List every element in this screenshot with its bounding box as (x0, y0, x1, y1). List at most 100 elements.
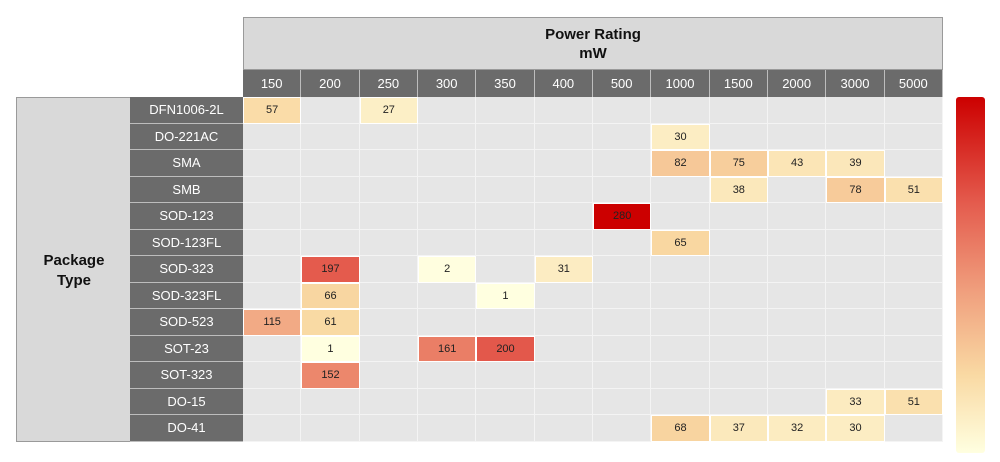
heatmap-cell: 75 (709, 150, 768, 177)
grid-cell (709, 388, 768, 416)
heatmap-cell: 30 (826, 415, 885, 442)
column-header: 1000 (651, 70, 710, 97)
grid-cell (593, 309, 652, 336)
grid-cell (534, 203, 593, 230)
grid-cell (243, 388, 302, 416)
grid-cell (651, 388, 710, 416)
grid-cell (243, 282, 302, 310)
heatmap-cell: 38 (709, 176, 768, 204)
heatmap-grid: 57 27 30 82 75 43 39 38 78 51 280 65 197 2 31 66 1 115 61 1… (243, 97, 943, 442)
grid-cell (884, 229, 943, 257)
grid-cell (768, 335, 827, 363)
grid-cell (884, 282, 943, 310)
grid-cell (826, 97, 885, 124)
grid-cell (243, 415, 302, 442)
grid-cell (593, 362, 652, 389)
grid-cell (243, 203, 302, 230)
heatmap-cell: 61 (301, 309, 360, 336)
grid-cell (826, 123, 885, 151)
grid-cell (534, 415, 593, 442)
grid-cell (534, 176, 593, 204)
grid-cell (534, 309, 593, 336)
column-header-group: Power Rating mW (243, 17, 943, 70)
grid-cell (243, 256, 302, 283)
grid-cell (826, 335, 885, 363)
heatmap-cell: 31 (534, 256, 593, 283)
heatmap-cell: 115 (243, 309, 302, 336)
row-header: SOD-323 (130, 256, 243, 283)
row-header: SOT-323 (130, 362, 243, 389)
row-header: SMB (130, 176, 243, 204)
grid-cell (418, 309, 477, 336)
grid-cell (418, 362, 477, 389)
grid-cell (768, 229, 827, 257)
grid-cell (768, 123, 827, 151)
row-axis-title: Package Type (17, 251, 131, 291)
grid-cell (359, 256, 418, 283)
heatmap-cell: 68 (651, 415, 710, 442)
grid-cell (884, 415, 943, 442)
heatmap-cell: 66 (301, 282, 360, 310)
row-header: SOD-523 (130, 309, 243, 336)
heatmap-cell: 197 (301, 256, 360, 283)
grid-cell (593, 282, 652, 310)
grid-cell (359, 176, 418, 204)
grid-cell (418, 203, 477, 230)
grid-cell (884, 335, 943, 363)
heatmap-cell: 33 (826, 388, 885, 416)
heatmap-cell: 200 (476, 335, 535, 363)
grid-cell (359, 123, 418, 151)
grid-cell (476, 176, 535, 204)
grid-cell (418, 123, 477, 151)
heatmap-cell: 161 (418, 335, 477, 363)
grid-cell (826, 203, 885, 230)
grid-cell (418, 229, 477, 257)
row-header: SOD-323FL (130, 282, 243, 310)
grid-cell (243, 335, 302, 363)
heatmap-cell: 51 (884, 388, 943, 416)
grid-cell (593, 123, 652, 151)
grid-cell (534, 282, 593, 310)
column-header: 2000 (768, 70, 827, 97)
grid-cell (709, 309, 768, 336)
grid-cell (418, 176, 477, 204)
grid-cell (651, 97, 710, 124)
grid-cell (768, 388, 827, 416)
column-header: 3000 (826, 70, 885, 97)
grid-cell (651, 335, 710, 363)
grid-cell (593, 388, 652, 416)
grid-cell (534, 335, 593, 363)
heatmap-cell: 2 (418, 256, 477, 283)
grid-cell (418, 282, 477, 310)
grid-cell (359, 362, 418, 389)
grid-cell (301, 203, 360, 230)
grid-cell (768, 97, 827, 124)
grid-cell (534, 123, 593, 151)
grid-cell (826, 229, 885, 257)
heatmap-cell: 57 (243, 97, 302, 124)
row-axis-title-word: Package (43, 252, 105, 269)
row-header: DO-41 (130, 415, 243, 442)
grid-cell (418, 415, 477, 442)
grid-cell (243, 123, 302, 151)
heatmap-cell: 65 (651, 229, 710, 257)
grid-cell (768, 309, 827, 336)
color-scale-legend (956, 97, 985, 453)
column-header: 1500 (709, 70, 768, 97)
grid-cell (709, 123, 768, 151)
grid-cell (476, 309, 535, 336)
row-header: DO-15 (130, 388, 243, 416)
grid-cell (418, 97, 477, 124)
grid-cell (593, 176, 652, 204)
grid-cell (884, 97, 943, 124)
grid-cell (359, 415, 418, 442)
row-header: SOD-123 (130, 203, 243, 230)
grid-cell (534, 388, 593, 416)
heatmap-cell: 78 (826, 176, 885, 204)
heatmap-cell: 1 (476, 282, 535, 310)
grid-cell (534, 362, 593, 389)
grid-cell (709, 97, 768, 124)
grid-cell (826, 256, 885, 283)
grid-cell (884, 362, 943, 389)
grid-cell (709, 362, 768, 389)
